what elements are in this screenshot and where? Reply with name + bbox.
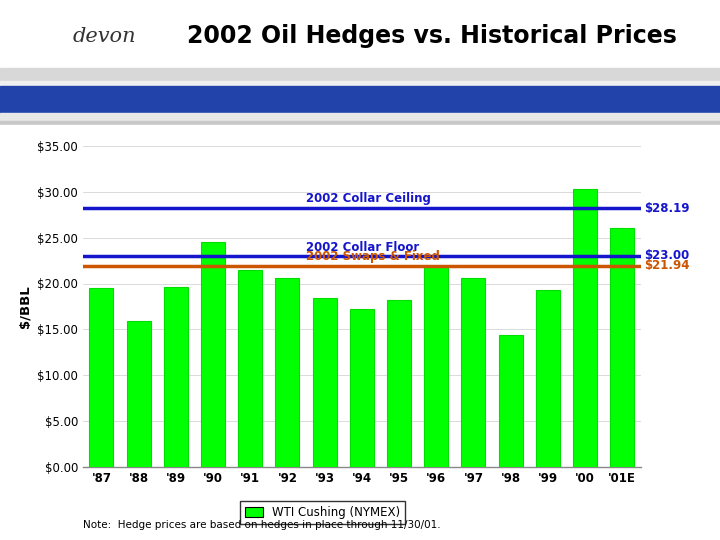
Text: 2002 Oil Hedges vs. Historical Prices: 2002 Oil Hedges vs. Historical Prices <box>187 24 677 49</box>
Bar <box>387 300 411 467</box>
Text: 2002 Swaps & Fixed: 2002 Swaps & Fixed <box>306 251 440 264</box>
Y-axis label: $/BBL: $/BBL <box>19 285 32 328</box>
Text: $21.94: $21.94 <box>644 259 689 272</box>
Bar <box>424 266 449 467</box>
Text: 2002 Collar Ceiling: 2002 Collar Ceiling <box>306 192 431 205</box>
Bar <box>127 321 150 467</box>
Text: $23.00: $23.00 <box>644 249 689 262</box>
Bar <box>0 113 720 121</box>
Bar <box>0 80 720 86</box>
Bar <box>201 242 225 467</box>
Bar <box>275 278 300 467</box>
Bar <box>610 228 634 467</box>
Bar <box>89 288 114 467</box>
Bar <box>0 68 720 80</box>
Text: $28.19: $28.19 <box>644 202 689 215</box>
Bar <box>0 86 720 113</box>
Legend: WTI Cushing (NYMEX): WTI Cushing (NYMEX) <box>240 502 405 524</box>
Bar <box>163 287 188 467</box>
Text: Note:  Hedge prices are based on hedges in place through 11/30/01.: Note: Hedge prices are based on hedges i… <box>83 520 441 530</box>
Bar <box>350 309 374 467</box>
Bar <box>0 125 720 130</box>
Bar <box>573 189 597 467</box>
Bar <box>498 335 523 467</box>
Bar <box>536 290 560 467</box>
Bar <box>0 121 720 125</box>
Text: 2002 Collar Floor: 2002 Collar Floor <box>306 241 419 254</box>
Text: devon: devon <box>73 27 136 46</box>
Bar <box>0 0 720 72</box>
Bar <box>462 278 485 467</box>
Bar <box>238 270 262 467</box>
Bar <box>312 298 337 467</box>
